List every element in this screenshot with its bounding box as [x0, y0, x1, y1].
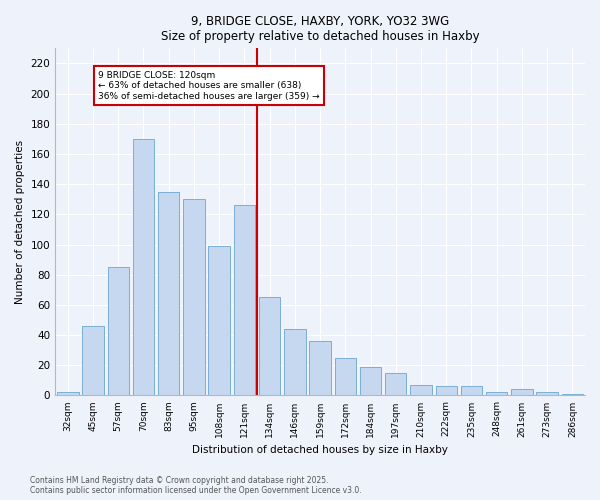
- Bar: [310, 341, 331, 396]
- Y-axis label: Number of detached properties: Number of detached properties: [15, 140, 25, 304]
- Text: 9 BRIDGE CLOSE: 120sqm
← 63% of detached houses are smaller (638)
36% of semi-de: 9 BRIDGE CLOSE: 120sqm ← 63% of detached…: [98, 71, 320, 101]
- Bar: [511, 390, 533, 396]
- X-axis label: Distribution of detached houses by size in Haxby: Distribution of detached houses by size …: [192, 445, 448, 455]
- Bar: [335, 358, 356, 396]
- Bar: [82, 326, 104, 396]
- Bar: [284, 329, 305, 396]
- Bar: [461, 386, 482, 396]
- Bar: [158, 192, 179, 396]
- Bar: [233, 206, 255, 396]
- Title: 9, BRIDGE CLOSE, HAXBY, YORK, YO32 3WG
Size of property relative to detached hou: 9, BRIDGE CLOSE, HAXBY, YORK, YO32 3WG S…: [161, 15, 479, 43]
- Bar: [436, 386, 457, 396]
- Bar: [208, 246, 230, 396]
- Bar: [536, 392, 558, 396]
- Bar: [133, 139, 154, 396]
- Bar: [562, 394, 583, 396]
- Bar: [360, 367, 381, 396]
- Bar: [183, 199, 205, 396]
- Text: Contains HM Land Registry data © Crown copyright and database right 2025.
Contai: Contains HM Land Registry data © Crown c…: [30, 476, 362, 495]
- Bar: [259, 298, 280, 396]
- Bar: [486, 392, 508, 396]
- Bar: [410, 385, 432, 396]
- Bar: [107, 267, 129, 396]
- Bar: [57, 392, 79, 396]
- Bar: [385, 373, 406, 396]
